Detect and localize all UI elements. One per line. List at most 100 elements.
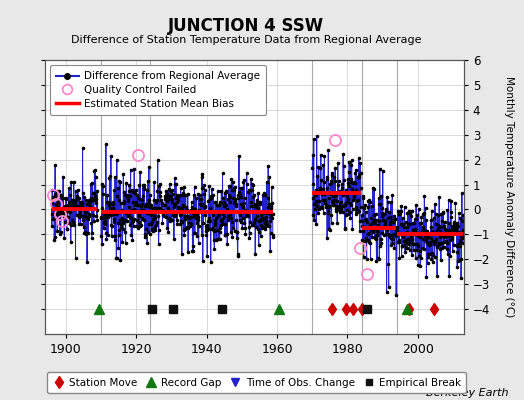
Point — [133, 192, 141, 198]
Point — [346, 215, 354, 221]
Point — [143, 187, 151, 194]
Point — [190, 213, 199, 219]
Point — [367, 226, 375, 232]
Point — [435, 222, 444, 229]
Point — [415, 232, 423, 238]
Point — [172, 181, 180, 187]
Point — [47, 200, 56, 206]
Point — [326, 178, 335, 184]
Point — [421, 233, 429, 239]
Point — [171, 194, 180, 201]
Point — [109, 205, 117, 211]
Point — [59, 195, 67, 201]
Point — [341, 225, 350, 231]
Point — [105, 199, 113, 206]
Point — [234, 251, 242, 257]
Point — [56, 231, 64, 238]
Point — [417, 220, 425, 226]
Point — [438, 218, 446, 224]
Point — [109, 201, 117, 207]
Point — [244, 209, 253, 215]
Point — [125, 188, 134, 194]
Point — [129, 189, 137, 195]
Point — [387, 199, 395, 205]
Point — [204, 215, 213, 221]
Point — [173, 194, 182, 200]
Point — [238, 225, 246, 232]
Point — [441, 226, 450, 232]
Point — [117, 207, 126, 213]
Point — [368, 234, 376, 241]
Point — [160, 213, 168, 219]
Point — [49, 215, 58, 221]
Point — [112, 254, 121, 261]
Point — [217, 220, 226, 227]
Point — [396, 231, 404, 237]
Point — [418, 230, 426, 237]
Point — [133, 208, 141, 214]
Point — [407, 232, 416, 239]
Point — [319, 210, 328, 217]
Point — [102, 141, 110, 147]
Point — [134, 212, 143, 219]
Point — [195, 222, 203, 229]
Point — [174, 196, 182, 203]
Point — [124, 210, 133, 217]
Point — [250, 202, 258, 209]
Point — [378, 230, 386, 236]
Point — [62, 203, 70, 210]
Point — [91, 193, 99, 199]
Point — [67, 222, 75, 228]
Point — [389, 218, 397, 224]
Point — [129, 223, 138, 229]
Point — [100, 220, 108, 226]
Point — [126, 222, 134, 228]
Point — [177, 211, 185, 218]
Point — [231, 228, 239, 234]
Point — [316, 186, 324, 192]
Point — [162, 214, 170, 220]
Point — [219, 210, 227, 217]
Point — [355, 155, 363, 162]
Point — [369, 219, 377, 225]
Point — [399, 221, 407, 227]
Point — [431, 201, 439, 208]
Point — [362, 234, 370, 241]
Point — [165, 196, 173, 202]
Point — [245, 230, 254, 236]
Point — [72, 204, 81, 210]
Point — [220, 214, 228, 220]
Point — [433, 243, 442, 249]
Point — [346, 200, 354, 206]
Point — [162, 191, 171, 198]
Point — [194, 191, 203, 198]
Point — [421, 231, 429, 238]
Point — [165, 214, 173, 221]
Point — [345, 183, 353, 190]
Point — [71, 200, 80, 206]
Point — [202, 232, 211, 238]
Point — [145, 197, 154, 203]
Point — [187, 213, 195, 220]
Point — [128, 218, 137, 224]
Point — [330, 201, 339, 208]
Point — [86, 203, 94, 209]
Point — [406, 210, 414, 216]
Point — [427, 217, 435, 223]
Point — [450, 218, 458, 225]
Point — [97, 214, 106, 220]
Point — [377, 204, 386, 211]
Point — [193, 233, 202, 240]
Point — [111, 237, 119, 244]
Point — [152, 197, 161, 203]
Point — [342, 200, 350, 206]
Point — [55, 213, 63, 219]
Point — [254, 201, 262, 207]
Point — [398, 243, 407, 250]
Point — [227, 218, 236, 225]
Point — [104, 232, 112, 238]
Point — [326, 180, 334, 187]
Point — [312, 133, 321, 140]
Point — [412, 202, 420, 208]
Point — [51, 234, 60, 240]
